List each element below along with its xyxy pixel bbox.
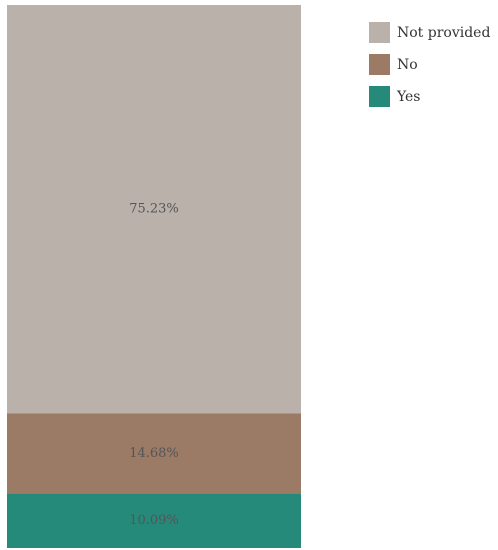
legend-label: No [397, 56, 418, 73]
bar-segment-yes [7, 493, 301, 548]
legend-swatch [369, 22, 390, 43]
legend-item-yes: Yes [369, 86, 490, 107]
legend-label: Not provided [397, 24, 491, 41]
data-label-not-provided: 75.23% [129, 202, 179, 217]
chart-legend: Not provided No Yes [369, 22, 490, 118]
legend-item-no: No [369, 54, 490, 75]
legend-swatch [369, 54, 390, 75]
bar-segment-no [7, 413, 301, 494]
bar-segment-not-provided [7, 5, 301, 414]
data-label-yes: 10.09% [129, 513, 179, 528]
legend-swatch [369, 86, 390, 107]
legend-label: Yes [397, 88, 421, 105]
legend-item-not-provided: Not provided [369, 22, 490, 43]
data-label-no: 14.68% [129, 446, 179, 461]
